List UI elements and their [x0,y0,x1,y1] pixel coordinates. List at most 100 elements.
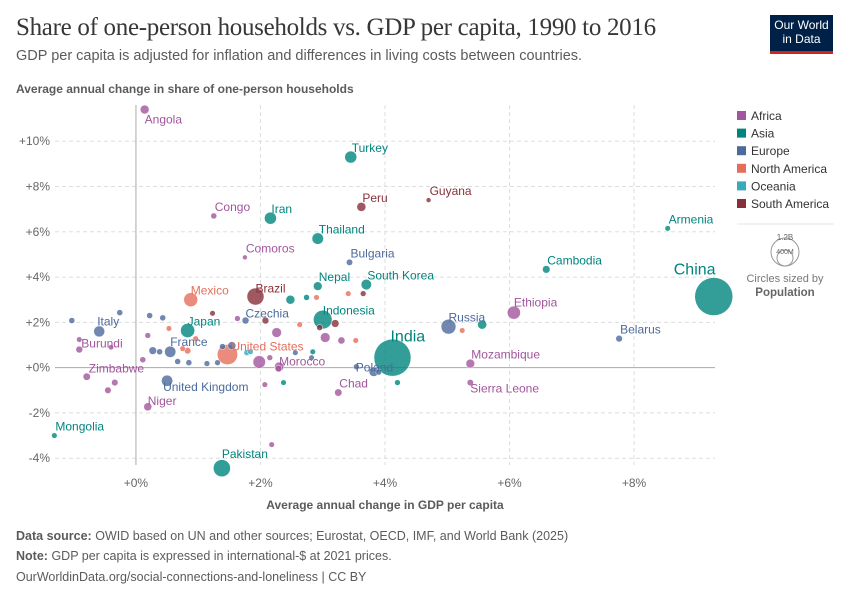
x-tick-label: +0% [124,476,149,490]
data-point-brazil [246,287,265,306]
y-tick-label: -2% [29,406,51,420]
point-label: Turkey [352,141,388,155]
data-point-iran [264,211,277,225]
data-point [375,369,382,376]
data-point [146,312,153,319]
legend-label: Oceania [751,179,796,193]
data-point [116,309,124,316]
data-point-ethiopia [507,305,521,320]
data-point [76,336,83,343]
point-label: France [170,335,208,349]
chart-title: Share of one-person households vs. GDP p… [16,14,656,41]
data-point-south-korea [360,279,372,291]
x-axis-title: Average annual change in GDP per capita [266,498,504,512]
data-point-italy [93,325,105,338]
legend-label: North America [751,162,827,176]
point-label: United States [231,340,303,354]
data-point [345,290,352,297]
point-label: Guyana [430,184,472,198]
data-point [148,346,157,355]
note-text: GDP per capita is expressed in internati… [51,549,392,563]
data-point-turkey [344,150,358,164]
size-legend-small-label: 400M [776,249,794,256]
data-point-comoros [242,254,248,261]
data-point-chad [334,388,343,397]
y-tick-label: +4% [26,270,51,284]
data-point [203,360,211,367]
point-label: Burundi [81,337,122,351]
data-point-angola [139,104,150,115]
point-label: Mozambique [471,348,540,362]
note-label: Note: [16,549,48,563]
data-point-nepal [313,281,323,291]
data-point [227,341,237,350]
data-point [156,348,163,356]
owid-logo[interactable]: Our World in Data [770,15,833,54]
source-text: OWID based on UN and other sources; Euro… [95,529,569,543]
legend-label: Asia [751,127,775,141]
legend-swatch [737,163,746,173]
data-point [292,349,299,356]
data-point [337,336,346,345]
point-label: Congo [215,200,251,214]
data-point-mongolia [51,432,58,439]
data-point [285,294,296,305]
point-label: Cambodia [547,253,602,267]
data-point [252,355,266,369]
data-point [266,354,273,361]
y-tick-label: +8% [26,180,51,194]
x-tick-label: +2% [248,476,273,490]
legend-swatch [737,199,746,208]
data-point-bulgaria [346,258,353,266]
point-label: Mongolia [55,420,104,434]
data-point [174,358,181,365]
point-label: Morocco [279,355,325,369]
data-point [139,356,147,363]
point-label: Comoros [246,241,295,255]
data-point [179,345,186,352]
point-label: Indonesia [323,304,375,318]
point-label: Sierra Leone [470,382,539,396]
size-legend-caption: Circles sized by [746,273,824,285]
data-point [261,316,270,325]
data-point [104,386,112,394]
point-label: Iran [271,202,292,216]
data-point-mozambique [465,358,475,369]
data-point [316,324,323,331]
point-label: Niger [148,394,177,408]
data-point [234,315,241,322]
point-label: Chad [339,377,368,391]
data-point [296,321,303,328]
data-point [308,354,315,361]
data-point-congo [210,212,218,220]
data-point-india [373,338,412,377]
point-label: United Kingdom [163,380,248,394]
point-label: Italy [97,314,119,328]
data-point [459,327,466,334]
data-point [159,314,166,322]
point-label: Zimbabwe [89,362,145,376]
data-point-japan [180,323,195,338]
data-point [271,327,282,338]
data-point [219,343,226,350]
data-point [214,359,221,366]
data-point [280,379,287,386]
y-tick-label: +2% [26,315,51,329]
legend-label: South America [751,197,829,211]
data-point-pakistan [213,459,231,477]
point-label: Peru [362,191,387,205]
point-label: Thailand [319,223,365,237]
data-point [309,348,316,355]
data-point-united-kingdom [161,374,173,387]
data-point-mexico [183,292,199,307]
data-point-belarus [615,335,623,343]
data-point [108,344,114,351]
point-label: Nepal [319,270,350,284]
y-tick-label: +0% [26,361,51,375]
x-tick-label: +6% [497,476,522,490]
source-url[interactable]: OurWorldinData.org/social-connections-an… [16,570,367,584]
data-source: Data source: OWID based on UN and other … [16,529,568,543]
point-label: Armenia [669,212,714,226]
y-tick-label: +10% [19,134,50,148]
size-legend-small-circle [776,249,794,267]
